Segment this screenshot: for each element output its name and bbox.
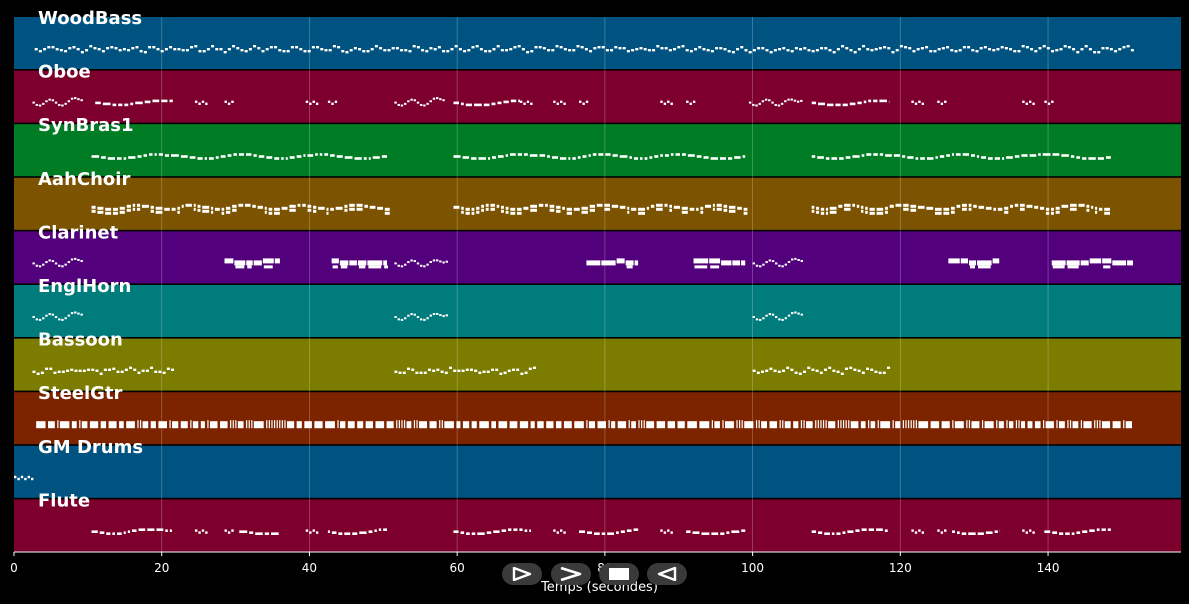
note-pattern (95, 99, 173, 107)
note-pattern (811, 153, 1111, 160)
note-pattern (1022, 529, 1035, 534)
note-pattern (32, 97, 83, 107)
note-pattern (91, 203, 390, 215)
note-pattern (453, 99, 520, 107)
note-pattern (194, 100, 208, 105)
note-pattern (36, 420, 1132, 429)
note-pattern (32, 366, 175, 375)
track-lane-gm-drums (14, 445, 1181, 498)
track-lane-bassoon (14, 338, 1181, 391)
note-pattern (748, 98, 803, 107)
note-pattern (305, 529, 319, 534)
note-pattern (1044, 528, 1111, 535)
stop-button[interactable] (599, 563, 639, 585)
x-tick-label: 0 (10, 561, 18, 575)
track-lane-englhorn (14, 285, 1181, 337)
x-tick-label: 20 (154, 561, 169, 575)
note-pattern (331, 258, 388, 269)
x-tick-label: 140 (1037, 561, 1060, 575)
x-tick-label: 40 (302, 561, 317, 575)
playback-controls (502, 563, 692, 587)
note-pattern (1044, 100, 1054, 105)
track-lane-oboe (14, 70, 1181, 123)
note-pattern (1051, 258, 1133, 269)
fast-forward-button[interactable] (551, 563, 591, 585)
note-pattern (394, 97, 445, 107)
track-label: WoodBass (38, 8, 142, 29)
note-pattern (937, 529, 947, 534)
note-pattern (911, 529, 925, 534)
note-pattern (394, 259, 448, 268)
note-pattern (394, 366, 536, 375)
stop-icon (609, 568, 629, 580)
fast-forward-icon (560, 567, 582, 581)
note-pattern (32, 311, 83, 321)
note-pattern (453, 528, 532, 535)
note-pattern (91, 528, 172, 535)
note-pattern (811, 203, 1110, 215)
note-pattern (811, 528, 888, 535)
note-pattern (752, 257, 804, 268)
note-pattern (553, 529, 566, 534)
note-pattern (224, 258, 280, 269)
note-pattern (586, 258, 639, 269)
note-pattern (327, 528, 387, 535)
track-label: Flute (38, 490, 90, 511)
note-pattern (686, 529, 746, 535)
note-pattern (752, 311, 804, 321)
track-lane-flute (14, 499, 1181, 552)
track-lane-steelgtr (14, 392, 1181, 445)
rewind-icon (657, 567, 677, 581)
play-icon (512, 567, 532, 581)
rewind-button[interactable] (647, 563, 687, 585)
note-pattern (693, 258, 746, 269)
track-label: SynBras1 (38, 115, 134, 136)
note-pattern (305, 100, 319, 105)
note-pattern (239, 530, 279, 535)
note-pattern (911, 100, 925, 105)
track-lane-clarinet (14, 231, 1181, 284)
note-pattern (579, 100, 589, 105)
x-tick-label: 100 (741, 561, 764, 575)
note-pattern (686, 100, 696, 105)
note-pattern (394, 312, 448, 321)
note-pattern (453, 203, 748, 215)
note-pattern (952, 529, 1001, 535)
note-pattern (937, 100, 947, 105)
track-lane-woodbass (14, 17, 1181, 69)
note-pattern (948, 258, 1000, 269)
note-pattern (34, 45, 1134, 54)
track-lane-synbras1 (14, 124, 1181, 177)
track-label: AahChoir (38, 169, 130, 190)
x-tick-label: 120 (889, 561, 912, 575)
note-pattern (91, 153, 387, 160)
track-label: Clarinet (38, 222, 119, 243)
note-pattern (660, 529, 673, 534)
note-pattern (579, 528, 639, 535)
note-pattern (224, 100, 234, 105)
note-pattern (553, 100, 566, 105)
track-label: EnglHorn (38, 276, 131, 297)
note-pattern (752, 366, 891, 375)
note-pattern (811, 99, 890, 107)
note-pattern (32, 257, 83, 268)
x-tick-label: 60 (450, 561, 465, 575)
track-label: Oboe (38, 62, 91, 83)
play-button[interactable] (502, 563, 542, 585)
note-pattern (224, 529, 234, 534)
note-pattern (660, 100, 673, 105)
note-pattern (453, 153, 746, 160)
note-pattern (519, 100, 533, 105)
note-pattern (14, 475, 34, 481)
track-label: Bassoon (38, 330, 123, 351)
track-label: GM Drums (38, 437, 143, 458)
note-pattern (1022, 100, 1035, 105)
note-pattern (327, 100, 338, 105)
note-pattern (194, 529, 208, 534)
track-label: SteelGtr (38, 383, 123, 404)
